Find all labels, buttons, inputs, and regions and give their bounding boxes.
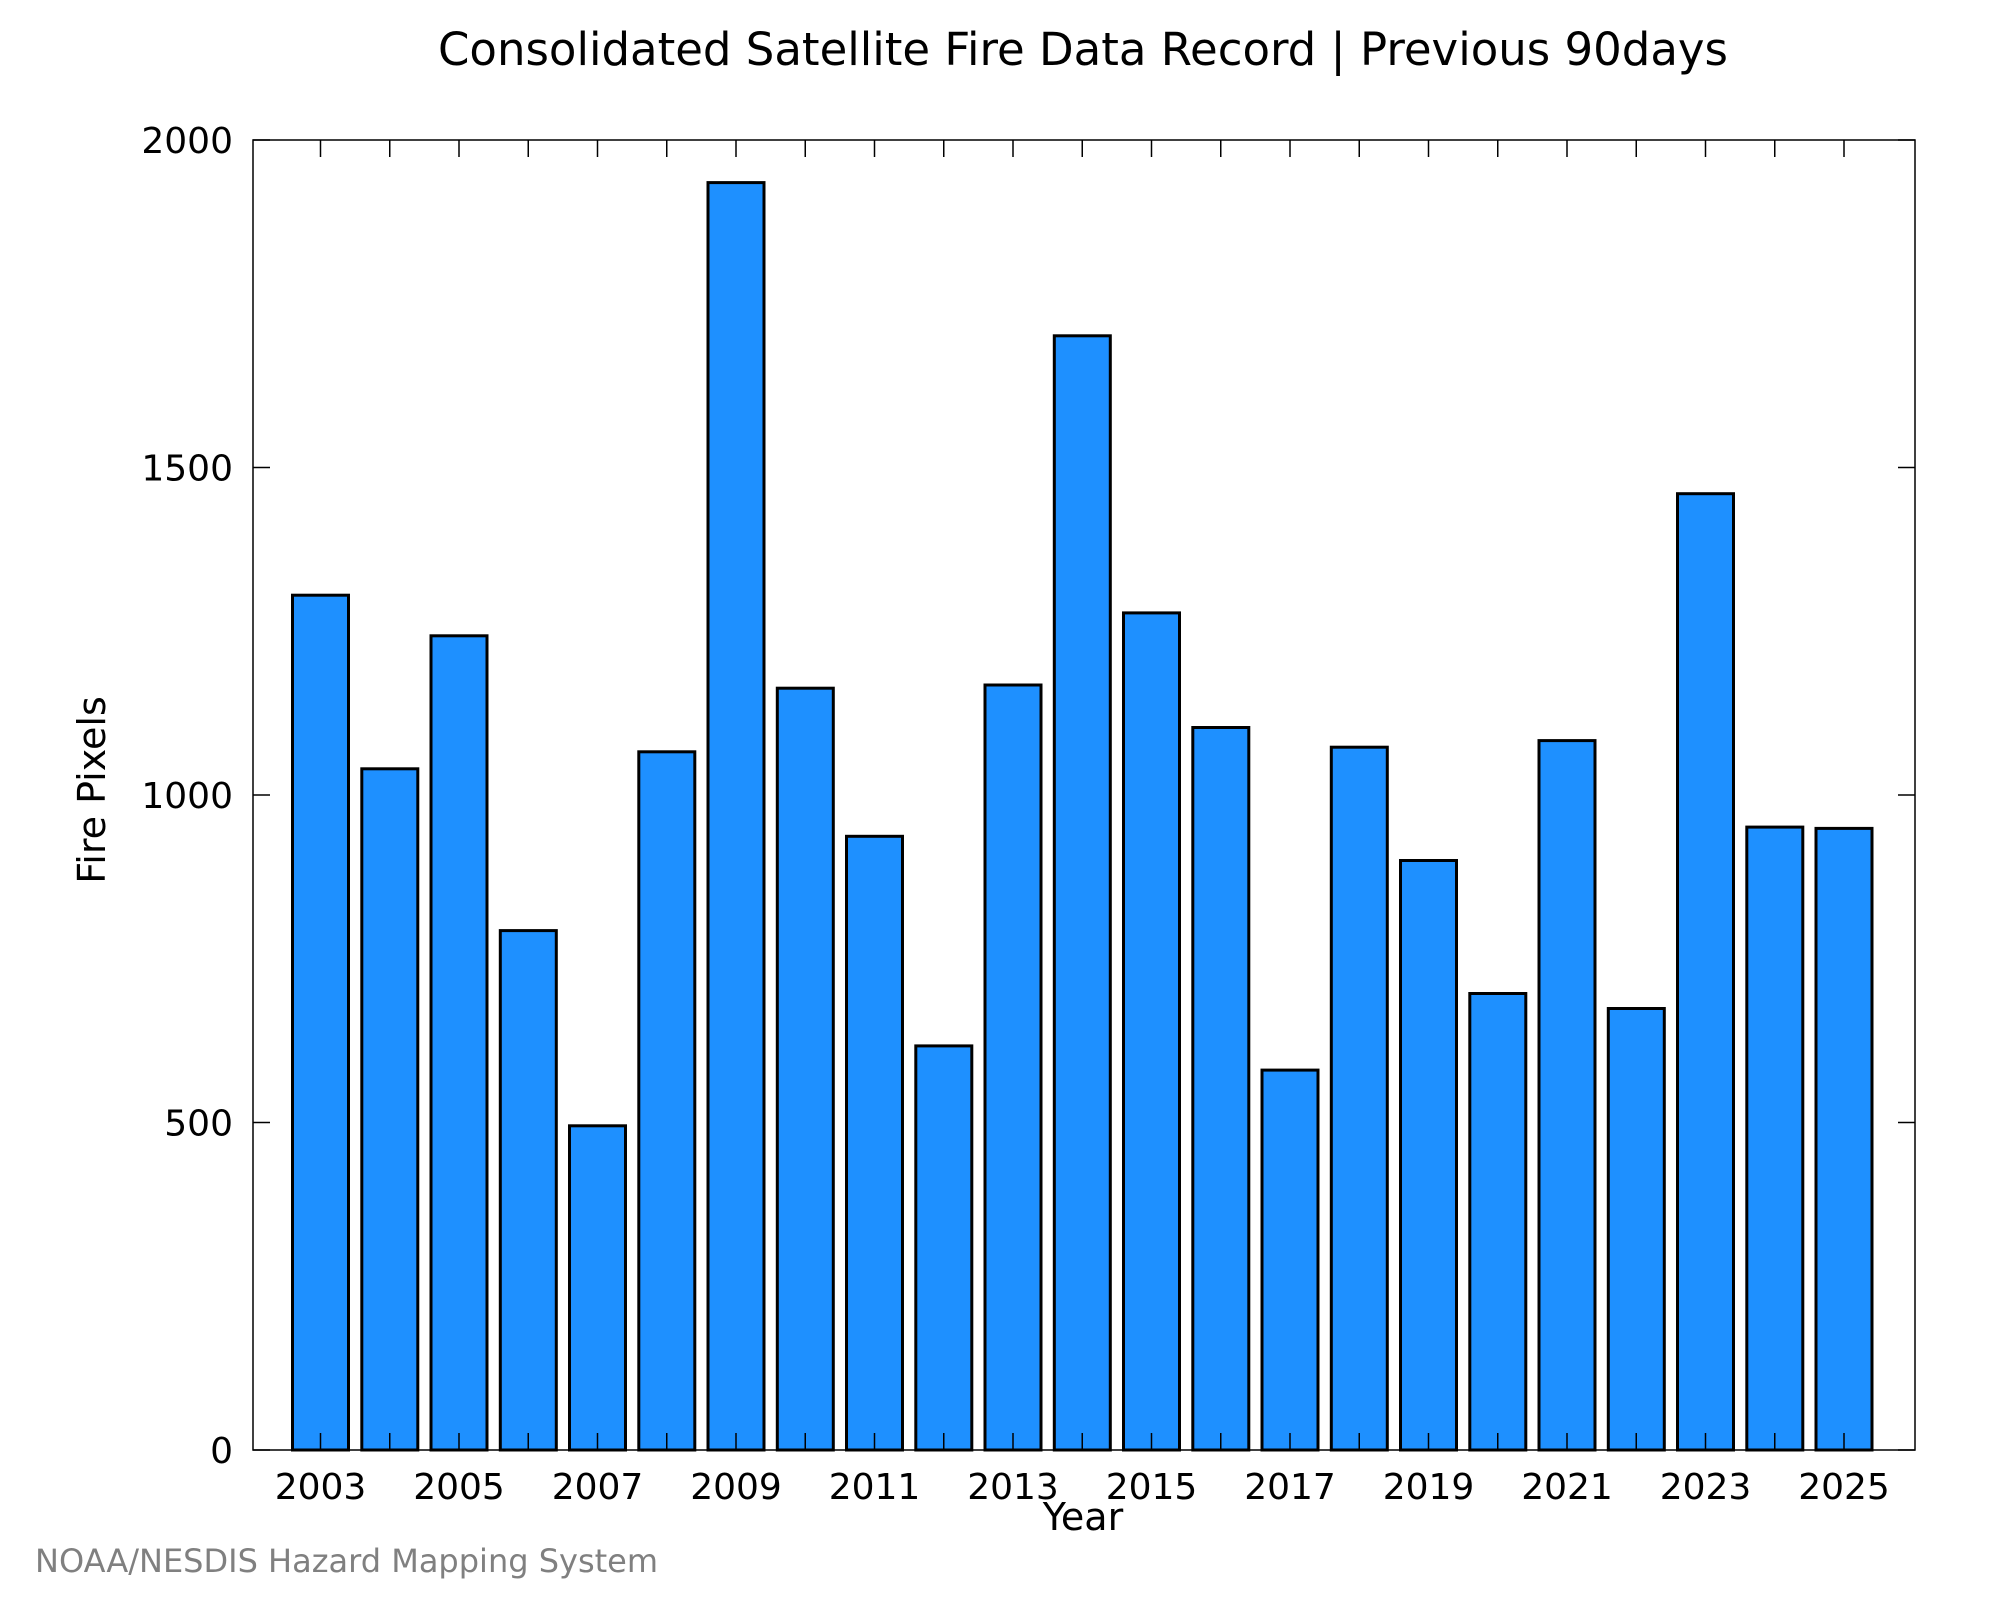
x-tick-label: 2013 [967,1467,1059,1508]
bar-2003 [291,593,350,1452]
bar-2008 [637,750,697,1452]
x-tick-label: 2015 [1106,1467,1198,1508]
y-tick-label: 1000 [141,776,233,817]
bar-2022 [1606,1007,1666,1452]
x-tick-label: 2017 [1244,1467,1336,1508]
bar-2004 [360,767,420,1452]
x-tick-label: 2003 [275,1467,367,1508]
x-tick-label: 2019 [1383,1467,1475,1508]
bar-2007 [568,1124,627,1452]
bar-series [291,181,1874,1452]
bar-2017 [1260,1068,1320,1452]
chart-title: Consolidated Satellite Fire Data Record … [438,23,1728,76]
bar-2010 [775,686,835,1452]
bar-2020 [1468,992,1528,1452]
x-axis: 2003 2005 2007 2009 2011 2013 2015 2017 2019 2021… [275,140,1890,1508]
source-credit: NOAA/NESDIS Hazard Mapping System [35,1542,658,1580]
bar-2013 [983,683,1043,1452]
bar-2014 [1052,334,1112,1452]
x-tick-label: 2011 [829,1467,921,1508]
bar-2011 [845,834,904,1452]
bar-2021 [1537,739,1597,1452]
bar-2019 [1399,859,1458,1452]
bar-2024 [1745,825,1805,1452]
bar-2005 [429,634,489,1452]
bar-2009 [706,181,766,1452]
bar-2016 [1191,726,1251,1452]
x-axis-label: Year [1042,1495,1124,1539]
x-tick-label: 2025 [1798,1467,1890,1508]
y-tick-label: 2000 [141,121,233,162]
bar-2006 [498,929,558,1452]
x-tick-label: 2005 [413,1467,505,1508]
y-axis: 0 500 1000 1500 2000 [141,121,1915,1472]
bar-2015 [1122,611,1181,1452]
y-tick-label: 500 [164,1104,233,1145]
y-axis-label: Fire Pixels [70,696,114,884]
bar-2023 [1676,492,1735,1452]
y-tick-label: 0 [210,1431,233,1472]
bar-2012 [914,1044,974,1452]
x-tick-label: 2021 [1521,1467,1613,1508]
y-tick-label: 1500 [141,449,233,490]
x-tick-label: 2007 [552,1467,644,1508]
bar-2025 [1814,826,1874,1452]
x-tick-label: 2023 [1660,1467,1752,1508]
bar-2018 [1329,745,1389,1452]
x-tick-label: 2009 [690,1467,782,1508]
